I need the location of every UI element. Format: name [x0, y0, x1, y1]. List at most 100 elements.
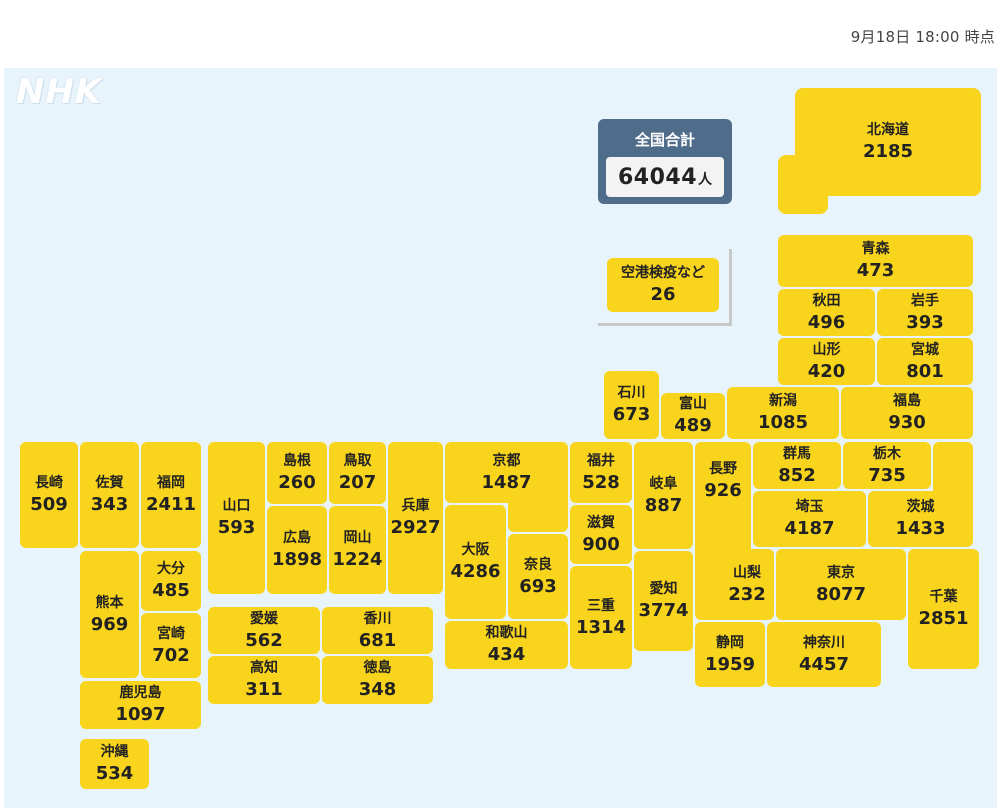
prefecture-tile-kochi[interactable]: 高知 311	[208, 656, 320, 704]
prefecture-count: 1959	[704, 653, 756, 675]
prefecture-tile-saga[interactable]: 佐賀 343	[80, 442, 139, 548]
prefecture-name: 大分	[157, 561, 185, 577]
prefecture-name: 石川	[617, 385, 646, 401]
prefecture-count: 735	[868, 464, 906, 486]
prefecture-count: 2851	[918, 608, 969, 629]
prefecture-tile-nara[interactable]: 奈良 693	[508, 534, 568, 619]
prefecture-count: 473	[856, 260, 895, 281]
prefecture-name: 山梨	[733, 564, 761, 581]
prefecture-tile-tottori[interactable]: 鳥取 207	[329, 442, 386, 504]
prefecture-tile-chiba[interactable]: 千葉 2851	[908, 549, 979, 669]
prefecture-name: 沖縄	[100, 744, 129, 760]
prefecture-count: 434	[487, 644, 526, 665]
prefecture-name: 秋田	[812, 292, 841, 309]
prefecture-count: 1433	[895, 518, 946, 539]
prefecture-name: 岡山	[343, 530, 372, 546]
prefecture-tile-mie[interactable]: 三重 1314	[570, 566, 632, 669]
prefecture-tile-aichi[interactable]: 愛知 3774	[634, 551, 693, 651]
prefecture-tile-tokyo[interactable]: 東京 8077	[776, 549, 906, 620]
prefecture-name: 福岡	[157, 475, 185, 491]
prefecture-count: 969	[90, 613, 129, 635]
prefecture-count: 26	[650, 284, 676, 305]
prefecture-name: 愛知	[649, 581, 678, 597]
prefecture-tile-okayama[interactable]: 岡山 1224	[329, 506, 386, 594]
nhk-logo: NHK	[16, 72, 103, 112]
prefecture-count: 4286	[450, 561, 501, 582]
prefecture-tile-hyogo[interactable]: 兵庫 2927	[388, 442, 443, 594]
prefecture-tile-ehime[interactable]: 愛媛 562	[208, 607, 320, 654]
prefecture-tile-gifu[interactable]: 岐阜 887	[634, 442, 693, 549]
prefecture-tile-miyazaki[interactable]: 宮崎 702	[141, 613, 201, 678]
update-timestamp: 9月18日 18:00 時点	[850, 28, 995, 46]
prefecture-tile-hokkaido[interactable]: 北海道 2185	[795, 88, 981, 196]
prefecture-name: 徳島	[363, 660, 392, 676]
prefecture-count: 1487	[481, 471, 532, 493]
prefecture-tile-saitama[interactable]: 埼玉 4187	[753, 491, 866, 547]
prefecture-name: 千葉	[929, 589, 958, 605]
prefecture-tile-kagoshima[interactable]: 鹿児島 1097	[80, 681, 201, 729]
prefecture-tile-osaka[interactable]: 大阪 4286	[445, 505, 506, 619]
prefecture-tile-yamagata[interactable]: 山形 420	[778, 338, 875, 385]
national-total-panel: 全国合計 64044 人	[598, 119, 732, 204]
prefecture-name: 山形	[812, 341, 841, 358]
prefecture-tile-shizuoka[interactable]: 静岡 1959	[695, 622, 765, 687]
prefecture-tile-akita[interactable]: 秋田 496	[778, 289, 875, 336]
prefecture-tile-nagasaki[interactable]: 長崎 509	[20, 442, 78, 548]
prefecture-tile-tokushima[interactable]: 徳島 348	[322, 656, 433, 704]
prefecture-tile-fukui[interactable]: 福井 528	[570, 442, 632, 503]
prefecture-tile-toyama[interactable]: 富山 489	[661, 393, 725, 439]
prefecture-tile-shimane[interactable]: 島根 260	[267, 442, 327, 504]
prefecture-name: 鳥取	[343, 453, 372, 469]
prefecture-count: 1097	[115, 704, 166, 725]
prefecture-name: 栃木	[873, 445, 901, 462]
prefecture-name: 奈良	[524, 556, 552, 573]
prefecture-tile-kanagawa[interactable]: 神奈川 4457	[767, 622, 881, 687]
prefecture-count: 528	[582, 471, 620, 493]
prefecture-tile-oita[interactable]: 大分 485	[141, 551, 201, 611]
prefecture-tile-kumamoto[interactable]: 熊本 969	[80, 551, 139, 678]
prefecture-count: 4187	[784, 518, 835, 539]
prefecture-tile-iwate[interactable]: 岩手 393	[877, 289, 973, 336]
prefecture-tile-wakayama[interactable]: 和歌山 434	[445, 621, 568, 669]
prefecture-tile-shiga[interactable]: 滋賀 900	[570, 505, 632, 564]
prefecture-tile-hiroshima[interactable]: 広島 1898	[267, 506, 327, 594]
prefecture-tile-yamaguchi[interactable]: 山口 593	[208, 442, 265, 594]
prefecture-name: 宮崎	[157, 625, 185, 642]
prefecture-tile-okinawa[interactable]: 沖縄 534	[80, 739, 149, 789]
prefecture-tile-kyoto[interactable]: 京都 1487	[445, 442, 568, 503]
prefecture-tile-niigata[interactable]: 新潟 1085	[727, 387, 839, 439]
prefecture-count: 593	[217, 517, 256, 538]
prefecture-tile-fukuoka[interactable]: 福岡 2411	[141, 442, 201, 548]
prefecture-name: 熊本	[95, 594, 124, 611]
prefecture-count: 485	[152, 580, 190, 601]
prefecture-tile-tochigi[interactable]: 栃木 735	[843, 442, 931, 489]
prefecture-tile-miyagi[interactable]: 宮城 801	[877, 338, 973, 385]
airport-bracket-line	[729, 249, 732, 326]
prefecture-tile-aomori[interactable]: 青森 473	[778, 235, 973, 287]
prefecture-tile-fukushima[interactable]: 福島 930	[841, 387, 973, 439]
prefecture-name: 鹿児島	[119, 685, 162, 701]
prefecture-name: 東京	[827, 564, 855, 581]
prefecture-count: 207	[338, 472, 377, 493]
prefecture-count: 926	[704, 480, 742, 501]
prefecture-tile-kagawa[interactable]: 香川 681	[322, 607, 433, 654]
national-total-unit: 人	[698, 172, 713, 188]
prefecture-count: 681	[358, 629, 397, 651]
national-total-label: 全国合計	[634, 131, 695, 149]
prefecture-name: 大阪	[461, 542, 490, 558]
prefecture-tile-ibaraki[interactable]: 茨城 1433	[868, 491, 973, 547]
prefecture-name: 佐賀	[95, 475, 124, 491]
prefecture-tile-airport[interactable]: 空港検疫など 26	[607, 258, 719, 312]
prefecture-count: 1314	[575, 616, 627, 638]
prefecture-name: 滋賀	[587, 514, 615, 531]
prefecture-count: 260	[278, 472, 316, 493]
prefecture-count: 2927	[390, 517, 441, 538]
prefecture-name: 長崎	[35, 475, 63, 491]
prefecture-name: 京都	[492, 452, 521, 469]
prefecture-tile-ishikawa[interactable]: 石川 673	[604, 371, 659, 439]
prefecture-name: 空港検疫など	[621, 265, 705, 281]
prefecture-count: 4457	[798, 653, 850, 675]
prefecture-count: 8077	[815, 583, 867, 605]
prefecture-tile-gunma[interactable]: 群馬 852	[753, 442, 841, 489]
prefecture-tile-yamanashi[interactable]: 山梨 232	[720, 549, 774, 620]
